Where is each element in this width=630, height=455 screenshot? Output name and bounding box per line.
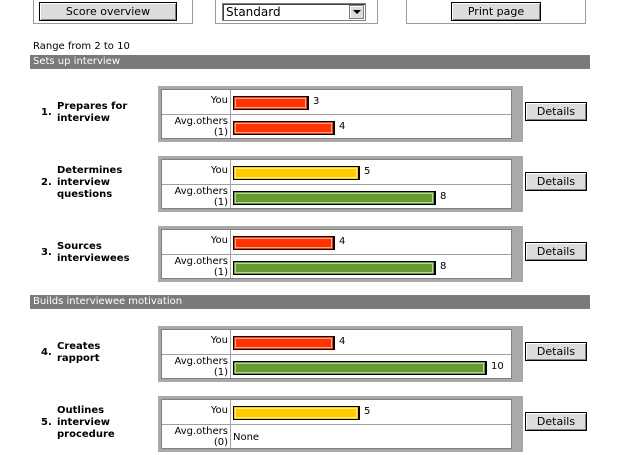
details-button[interactable]: Details <box>525 172 587 191</box>
row-divider <box>162 114 511 115</box>
avg-score-value: 4 <box>339 121 346 132</box>
you-score-value: 5 <box>364 406 371 417</box>
avg-others-text: Avg.others <box>174 116 228 127</box>
avg-score-bar <box>233 191 436 205</box>
item-name: Creates rapport <box>57 341 147 365</box>
you-label: You <box>210 165 228 176</box>
avg-others-label: Avg.others (1) <box>165 116 228 138</box>
avg-others-count: (1) <box>213 197 228 208</box>
avg-others-count: (1) <box>213 127 228 138</box>
avg-score-value: 10 <box>491 361 504 372</box>
avg-others-count: (1) <box>213 267 228 278</box>
column-divider <box>230 90 231 138</box>
avg-score-bar <box>233 361 487 375</box>
item-name: Determines interview questions <box>57 165 147 201</box>
you-score-bar <box>233 166 360 180</box>
you-score-value: 4 <box>339 336 346 347</box>
avg-others-count: (1) <box>213 367 228 378</box>
row-divider <box>162 254 511 255</box>
row-divider <box>162 354 511 355</box>
score-table: You Avg.others (1) 3 4 <box>161 89 512 139</box>
view-select-value: Standard <box>226 5 281 19</box>
avg-others-label: Avg.others (0) <box>165 426 228 448</box>
score-panel: You Avg.others (1) 4 10 <box>158 326 523 382</box>
you-score-value: 4 <box>339 236 346 247</box>
you-label: You <box>210 95 228 106</box>
item-name-line: Sources <box>57 241 102 252</box>
item-name-line: interviewees <box>57 253 130 264</box>
avg-others-label: Avg.others (1) <box>165 186 228 208</box>
avg-others-text: Avg.others <box>174 426 228 437</box>
you-score-bar <box>233 336 335 350</box>
column-divider <box>230 400 231 448</box>
item-number: 1. <box>41 107 52 118</box>
avg-others-text: Avg.others <box>174 186 228 197</box>
item-name-line: procedure <box>57 429 115 440</box>
avg-score-none: None <box>233 432 260 443</box>
you-label: You <box>210 235 228 246</box>
you-score-value: 3 <box>313 96 320 107</box>
section-header: Sets up interview <box>30 55 590 69</box>
item-name-line: interview <box>57 417 111 428</box>
item-name-line: interview <box>57 113 111 124</box>
item-name-line: interview <box>57 177 111 188</box>
details-button[interactable]: Details <box>525 342 587 361</box>
item-number: 4. <box>41 347 52 358</box>
row-divider <box>162 184 511 185</box>
score-panel: You Avg.others (1) 4 8 <box>158 226 523 282</box>
item-name-line: Prepares for <box>57 101 128 112</box>
avg-score-bar <box>233 121 335 135</box>
score-overview-button[interactable]: Score overview <box>39 2 177 21</box>
score-panel: You Avg.others (1) 5 8 <box>158 156 523 212</box>
avg-others-label: Avg.others (1) <box>165 256 228 278</box>
score-table: You Avg.others (0) 5 None <box>161 399 512 449</box>
you-score-bar <box>233 96 309 110</box>
score-table: You Avg.others (1) 4 10 <box>161 329 512 379</box>
score-table: You Avg.others (1) 4 8 <box>161 229 512 279</box>
item-number: 5. <box>41 417 52 428</box>
avg-score-value: 8 <box>440 191 447 202</box>
item-name: Outlines interview procedure <box>57 405 147 441</box>
you-score-value: 5 <box>364 166 371 177</box>
column-divider <box>230 230 231 278</box>
you-score-bar <box>233 236 335 250</box>
range-text: Range from 2 to 10 <box>33 41 130 52</box>
details-button[interactable]: Details <box>525 412 587 431</box>
you-label: You <box>210 405 228 416</box>
score-panel: You Avg.others (0) 5 None <box>158 396 523 452</box>
row-divider <box>162 424 511 425</box>
avg-others-count: (0) <box>213 437 228 448</box>
item-name-line: Creates <box>57 341 101 352</box>
print-page-button[interactable]: Print page <box>451 2 541 21</box>
item-name-line: rapport <box>57 353 100 364</box>
score-table: You Avg.others (1) 5 8 <box>161 159 512 209</box>
avg-score-value: 8 <box>440 261 447 272</box>
toolbar: Score overview Standard Print page <box>0 0 630 26</box>
avg-score-bar <box>233 261 436 275</box>
view-select[interactable]: Standard <box>222 3 366 21</box>
item-name-line: Outlines <box>57 405 105 416</box>
you-score-bar <box>233 406 360 420</box>
item-name-line: questions <box>57 189 113 200</box>
item-name: Prepares for interview <box>57 101 147 125</box>
avg-others-text: Avg.others <box>174 256 228 267</box>
chevron-down-icon[interactable] <box>349 5 364 19</box>
column-divider <box>230 160 231 208</box>
item-name: Sources interviewees <box>57 241 147 265</box>
item-name-line: Determines <box>57 165 123 176</box>
avg-others-text: Avg.others <box>174 356 228 367</box>
score-panel: You Avg.others (1) 3 4 <box>158 86 523 142</box>
column-divider <box>230 330 231 378</box>
avg-others-label: Avg.others (1) <box>165 356 228 378</box>
item-number: 3. <box>41 247 52 258</box>
you-label: You <box>210 335 228 346</box>
section-header: Builds interviewee motivation <box>30 295 590 309</box>
item-number: 2. <box>41 177 52 188</box>
details-button[interactable]: Details <box>525 102 587 121</box>
details-button[interactable]: Details <box>525 242 587 261</box>
